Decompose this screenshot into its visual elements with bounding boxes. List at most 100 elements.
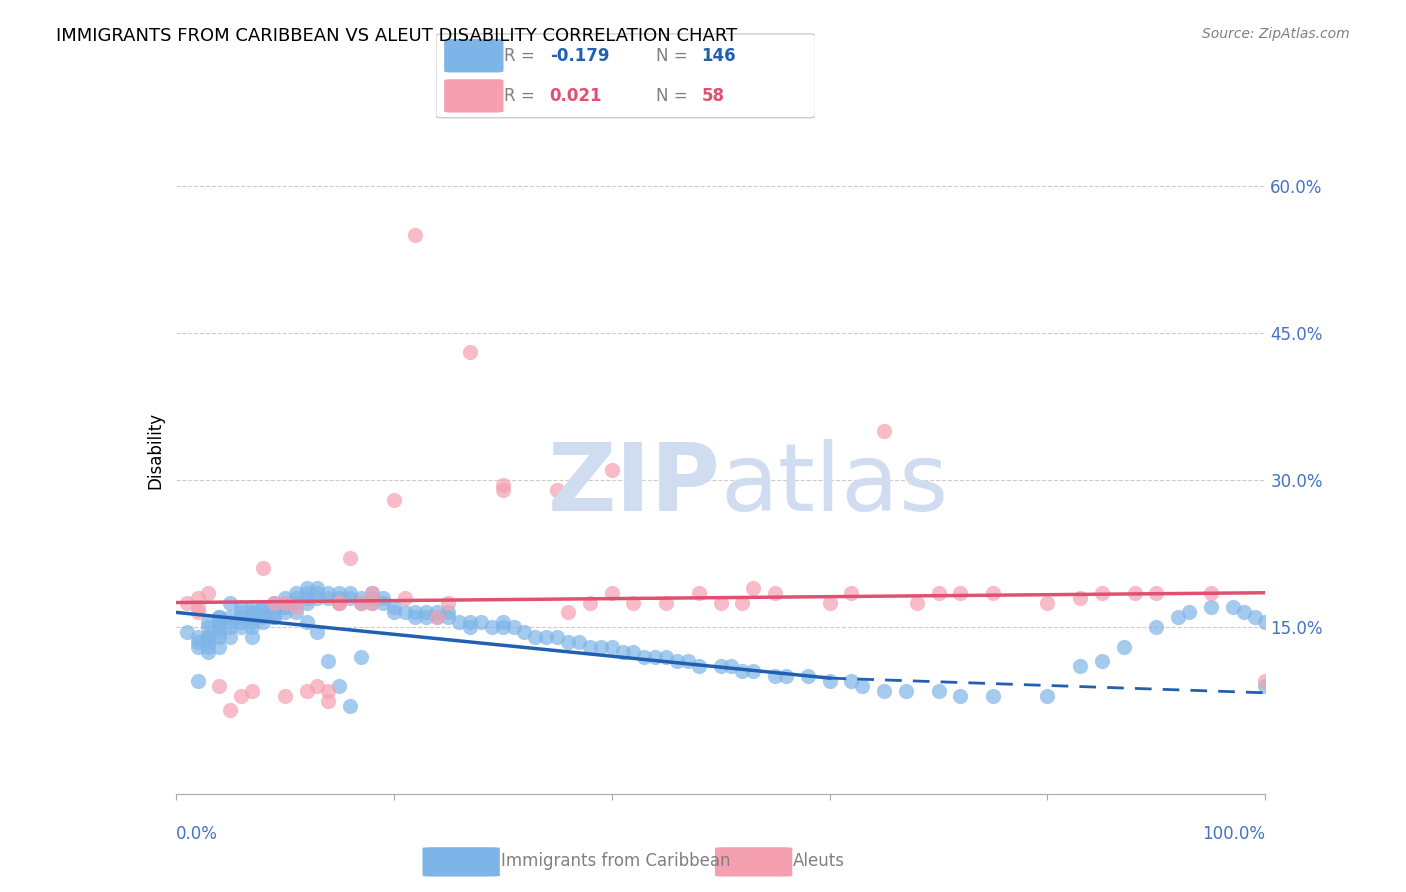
Point bbox=[621, 644, 644, 658]
Text: atlas: atlas bbox=[721, 439, 949, 531]
Point bbox=[688, 586, 710, 600]
Point bbox=[219, 596, 242, 610]
Point bbox=[318, 655, 340, 669]
Text: N =: N = bbox=[657, 47, 693, 65]
Point bbox=[240, 620, 263, 634]
Point bbox=[263, 596, 285, 610]
Point bbox=[284, 596, 307, 610]
Point bbox=[382, 605, 405, 619]
Point bbox=[426, 610, 449, 624]
Point bbox=[437, 605, 460, 619]
Text: 0.021: 0.021 bbox=[550, 87, 602, 105]
Point bbox=[339, 591, 361, 605]
Point bbox=[307, 586, 329, 600]
Point bbox=[710, 596, 733, 610]
Point bbox=[655, 649, 678, 664]
Point bbox=[360, 596, 382, 610]
Text: Immigrants from Caribbean: Immigrants from Caribbean bbox=[501, 852, 730, 870]
Point bbox=[252, 605, 274, 619]
Point bbox=[274, 591, 297, 605]
Point bbox=[186, 591, 209, 605]
Point bbox=[350, 596, 373, 610]
Point bbox=[284, 605, 307, 619]
Point bbox=[252, 600, 274, 615]
Point bbox=[339, 698, 361, 713]
Point bbox=[928, 683, 950, 698]
Point bbox=[208, 610, 231, 624]
Point bbox=[818, 674, 841, 689]
Point bbox=[197, 615, 219, 630]
Point bbox=[841, 674, 863, 689]
Point bbox=[621, 596, 644, 610]
Point bbox=[197, 620, 219, 634]
Point bbox=[284, 586, 307, 600]
Point bbox=[274, 605, 297, 619]
Point bbox=[894, 683, 917, 698]
Text: IMMIGRANTS FROM CARIBBEAN VS ALEUT DISABILITY CORRELATION CHART: IMMIGRANTS FROM CARIBBEAN VS ALEUT DISAB… bbox=[56, 27, 738, 45]
Point bbox=[1178, 605, 1201, 619]
Point bbox=[219, 610, 242, 624]
Point bbox=[208, 620, 231, 634]
Point bbox=[295, 615, 318, 630]
Point bbox=[405, 610, 427, 624]
Point bbox=[1091, 586, 1114, 600]
Point bbox=[240, 683, 263, 698]
Point bbox=[328, 596, 350, 610]
Point bbox=[1144, 620, 1167, 634]
Point bbox=[382, 492, 405, 507]
Point bbox=[763, 586, 786, 600]
Point bbox=[720, 659, 742, 673]
Point bbox=[437, 596, 460, 610]
Point bbox=[492, 615, 515, 630]
Point bbox=[219, 630, 242, 644]
Point bbox=[360, 596, 382, 610]
Point bbox=[307, 581, 329, 595]
Point bbox=[579, 596, 602, 610]
Point bbox=[295, 586, 318, 600]
Point bbox=[318, 683, 340, 698]
Point bbox=[710, 659, 733, 673]
Point bbox=[394, 605, 416, 619]
Point bbox=[470, 615, 492, 630]
Point bbox=[307, 624, 329, 639]
Point bbox=[252, 610, 274, 624]
Point bbox=[197, 644, 219, 658]
Point bbox=[415, 605, 437, 619]
Point bbox=[513, 624, 536, 639]
Point bbox=[1069, 659, 1091, 673]
Point bbox=[676, 655, 699, 669]
Point bbox=[197, 635, 219, 649]
Point bbox=[328, 591, 350, 605]
Point bbox=[688, 659, 710, 673]
Point bbox=[208, 640, 231, 654]
Point bbox=[458, 615, 481, 630]
Point bbox=[731, 664, 754, 679]
Point bbox=[274, 600, 297, 615]
Point bbox=[231, 605, 253, 619]
Point bbox=[426, 605, 449, 619]
Point bbox=[360, 586, 382, 600]
Point bbox=[186, 630, 209, 644]
Point bbox=[557, 635, 579, 649]
Text: -0.179: -0.179 bbox=[550, 47, 609, 65]
Point bbox=[208, 624, 231, 639]
Point bbox=[295, 683, 318, 698]
Point bbox=[231, 689, 253, 703]
Point bbox=[633, 649, 655, 664]
Point bbox=[328, 679, 350, 693]
Point bbox=[981, 689, 1004, 703]
Point bbox=[176, 596, 198, 610]
Point bbox=[1222, 600, 1244, 615]
Point bbox=[252, 561, 274, 575]
Point bbox=[263, 605, 285, 619]
Point bbox=[492, 620, 515, 634]
Point bbox=[263, 610, 285, 624]
FancyBboxPatch shape bbox=[443, 38, 505, 73]
Point bbox=[426, 610, 449, 624]
Point bbox=[263, 596, 285, 610]
Point bbox=[1036, 689, 1059, 703]
Point bbox=[447, 615, 470, 630]
Point bbox=[295, 591, 318, 605]
Point bbox=[1199, 586, 1222, 600]
Point bbox=[197, 630, 219, 644]
